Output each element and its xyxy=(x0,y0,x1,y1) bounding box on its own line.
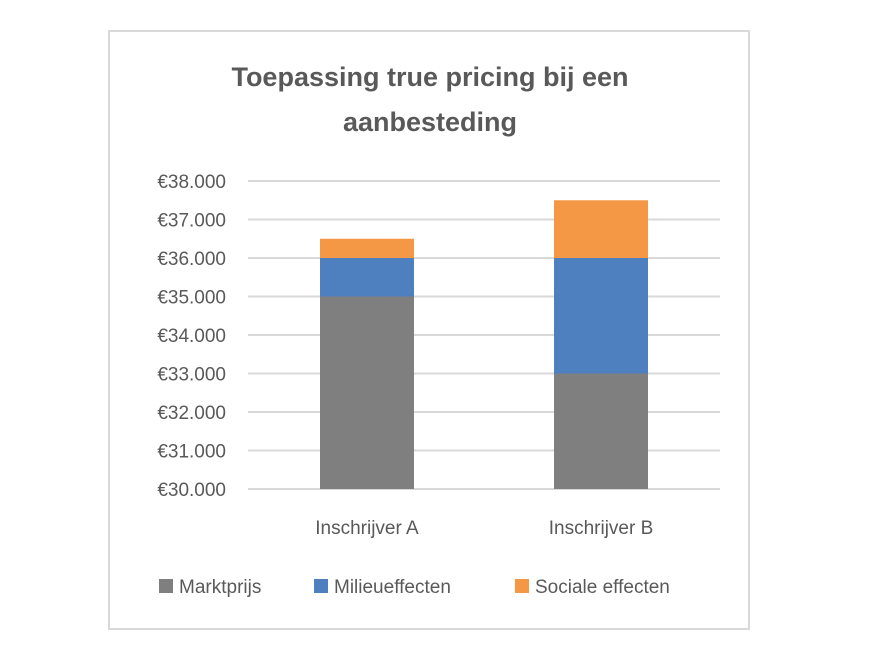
bar-sociale-effecten xyxy=(554,200,648,258)
x-tick-label: Inschrijver B xyxy=(549,518,654,539)
y-tick-label: €31.000 xyxy=(157,442,226,463)
bar-marktprijs xyxy=(320,296,414,489)
legend-label: Marktprijs xyxy=(179,577,261,598)
chart-title-line-2: aanbesteding xyxy=(343,107,517,137)
legend-label: Milieueffecten xyxy=(334,577,451,598)
y-tick-label: €37.000 xyxy=(157,211,226,232)
y-tick-label: €36.000 xyxy=(157,249,226,270)
y-tick-label: €34.000 xyxy=(157,326,226,347)
bar-marktprijs xyxy=(554,373,648,489)
legend-swatch xyxy=(515,579,529,593)
x-tick-label: Inschrijver A xyxy=(315,518,419,539)
y-tick-label: €32.000 xyxy=(157,403,226,424)
y-tick-label: €33.000 xyxy=(157,365,226,386)
legend-swatch xyxy=(159,579,173,593)
chart-title-line-1: Toepassing true pricing bij een xyxy=(231,62,628,92)
bar-sociale-effecten xyxy=(320,238,414,258)
legend-label: Sociale effecten xyxy=(535,577,670,598)
bar-milieueffecten xyxy=(554,258,648,374)
y-tick-label: €38.000 xyxy=(157,172,226,193)
y-tick-label: €35.000 xyxy=(157,288,226,309)
bar-milieueffecten xyxy=(320,258,414,297)
y-tick-label: €30.000 xyxy=(157,480,226,501)
legend-swatch xyxy=(314,579,328,593)
